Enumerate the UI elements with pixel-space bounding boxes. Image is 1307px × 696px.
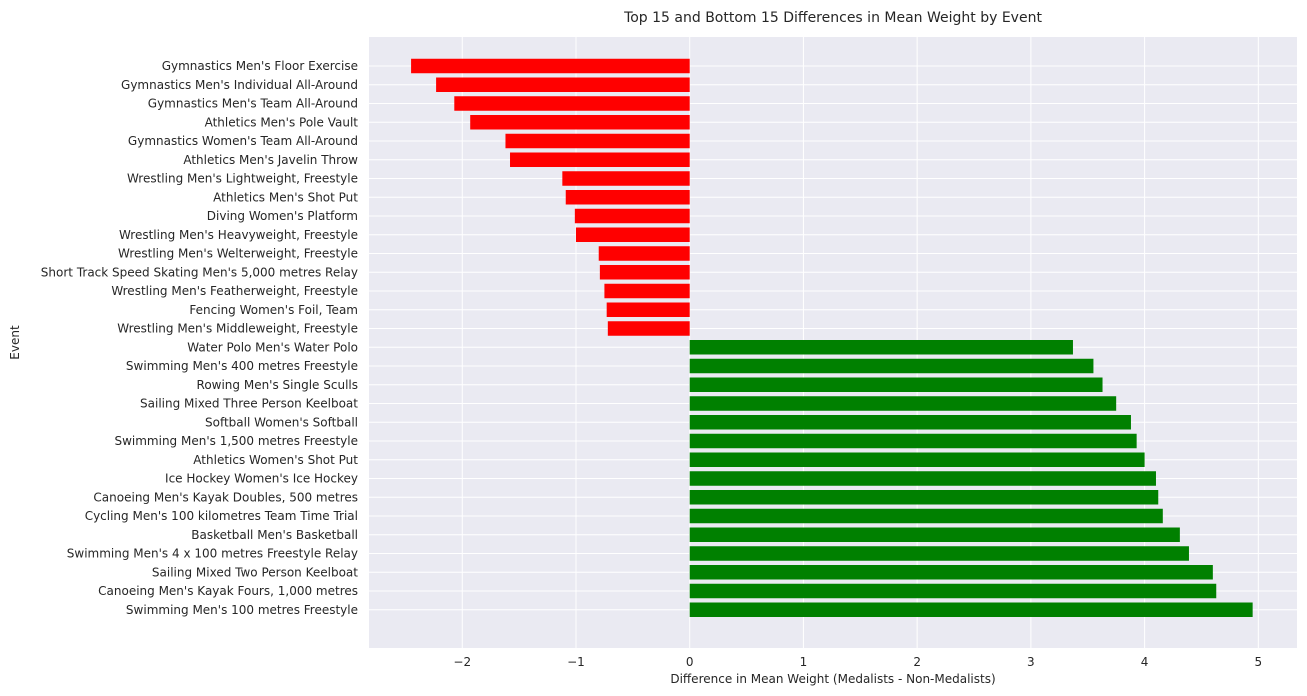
y-tick-label: Cycling Men's 100 kilometres Team Time T… bbox=[85, 509, 358, 523]
x-tick-label: 4 bbox=[1141, 655, 1149, 669]
bar bbox=[598, 246, 690, 261]
y-tick-label: Athletics Men's Shot Put bbox=[213, 190, 358, 204]
bar bbox=[599, 265, 690, 280]
x-axis-label: Difference in Mean Weight (Medalists - N… bbox=[670, 672, 995, 686]
bar bbox=[562, 171, 690, 186]
x-tick-label: −1 bbox=[567, 655, 585, 669]
bar bbox=[689, 583, 1217, 599]
y-tick-label: Wrestling Men's Welterweight, Freestyle bbox=[118, 247, 358, 261]
bar bbox=[689, 471, 1156, 486]
y-tick-label: Swimming Men's 4 x 100 metres Freestyle … bbox=[67, 547, 358, 561]
y-tick-label: Athletics Men's Pole Vault bbox=[205, 115, 359, 129]
y-tick-label: Athletics Men's Javelin Throw bbox=[183, 153, 358, 167]
y-tick-label: Water Polo Men's Water Polo bbox=[187, 340, 358, 354]
y-tick-label: Swimming Men's 100 metres Freestyle bbox=[126, 603, 358, 617]
bar bbox=[606, 302, 690, 317]
y-tick-label: Basketball Men's Basketball bbox=[191, 528, 358, 542]
y-tick-label: Ice Hockey Women's Ice Hockey bbox=[165, 472, 358, 486]
x-tick-label: 2 bbox=[913, 655, 921, 669]
bar bbox=[689, 433, 1137, 449]
bar bbox=[689, 490, 1159, 505]
x-tick-label: 5 bbox=[1255, 655, 1263, 669]
y-tick-label: Fencing Women's Foil, Team bbox=[189, 303, 358, 317]
y-tick-label: Gymnastics Women's Team All-Around bbox=[128, 134, 358, 148]
bar bbox=[689, 602, 1253, 617]
x-tick-label: 3 bbox=[1027, 655, 1035, 669]
y-tick-label: Wrestling Men's Featherweight, Freestyle bbox=[111, 284, 358, 298]
bar bbox=[689, 340, 1073, 355]
bar bbox=[470, 115, 690, 130]
y-tick-label: Wrestling Men's Lightweight, Freestyle bbox=[127, 172, 358, 186]
bar bbox=[454, 96, 690, 111]
bar bbox=[510, 152, 690, 167]
y-tick-labels: Gymnastics Men's Floor Exercise Gymnastic… bbox=[41, 59, 358, 617]
bar bbox=[411, 58, 690, 74]
bar bbox=[575, 227, 690, 242]
bar bbox=[565, 190, 690, 205]
bar bbox=[689, 377, 1103, 392]
bar bbox=[505, 133, 690, 149]
bar bbox=[574, 208, 690, 224]
bar bbox=[689, 527, 1180, 542]
bar bbox=[689, 396, 1117, 411]
y-tick-label: Gymnastics Men's Floor Exercise bbox=[162, 59, 358, 73]
y-tick-label: Canoeing Men's Kayak Doubles, 500 metres bbox=[93, 490, 358, 504]
x-tick-labels: −2 −1 0 1 2 3 4 5 bbox=[453, 655, 1262, 669]
y-tick-label: Swimming Men's 400 metres Freestyle bbox=[126, 359, 358, 373]
y-tick-label: Rowing Men's Single Sculls bbox=[197, 378, 358, 392]
y-tick-label: Sailing Mixed Three Person Keelboat bbox=[140, 397, 358, 411]
bar bbox=[689, 358, 1094, 374]
bars bbox=[411, 58, 1253, 617]
y-tick-label: Gymnastics Men's Individual All-Around bbox=[121, 78, 358, 92]
bar bbox=[607, 321, 690, 336]
y-tick-label: Sailing Mixed Two Person Keelboat bbox=[152, 565, 358, 579]
bar bbox=[689, 452, 1145, 467]
x-tick-label: 0 bbox=[686, 655, 694, 669]
y-axis-label: Event bbox=[8, 325, 22, 360]
y-tick-label: Short Track Speed Skating Men's 5,000 me… bbox=[41, 265, 358, 279]
y-tick-label: Gymnastics Men's Team All-Around bbox=[148, 97, 358, 111]
y-tick-label: Canoeing Men's Kayak Fours, 1,000 metres bbox=[98, 584, 358, 598]
y-tick-label: Swimming Men's 1,500 metres Freestyle bbox=[114, 434, 358, 448]
x-tick-label: 1 bbox=[800, 655, 808, 669]
bar bbox=[604, 283, 690, 299]
y-tick-label: Wrestling Men's Middleweight, Freestyle bbox=[117, 322, 358, 336]
x-tick-label: −2 bbox=[453, 655, 471, 669]
bar bbox=[436, 77, 690, 92]
bar bbox=[689, 546, 1189, 561]
chart-title: Top 15 and Bottom 15 Differences in Mean… bbox=[623, 10, 1042, 26]
y-tick-label: Athletics Women's Shot Put bbox=[193, 453, 358, 467]
bar bbox=[689, 565, 1213, 580]
bar bbox=[689, 508, 1163, 524]
y-tick-label: Diving Women's Platform bbox=[207, 209, 358, 223]
y-tick-label: Wrestling Men's Heavyweight, Freestyle bbox=[119, 228, 358, 242]
y-tick-label: Softball Women's Softball bbox=[205, 415, 358, 429]
bar bbox=[689, 415, 1131, 430]
